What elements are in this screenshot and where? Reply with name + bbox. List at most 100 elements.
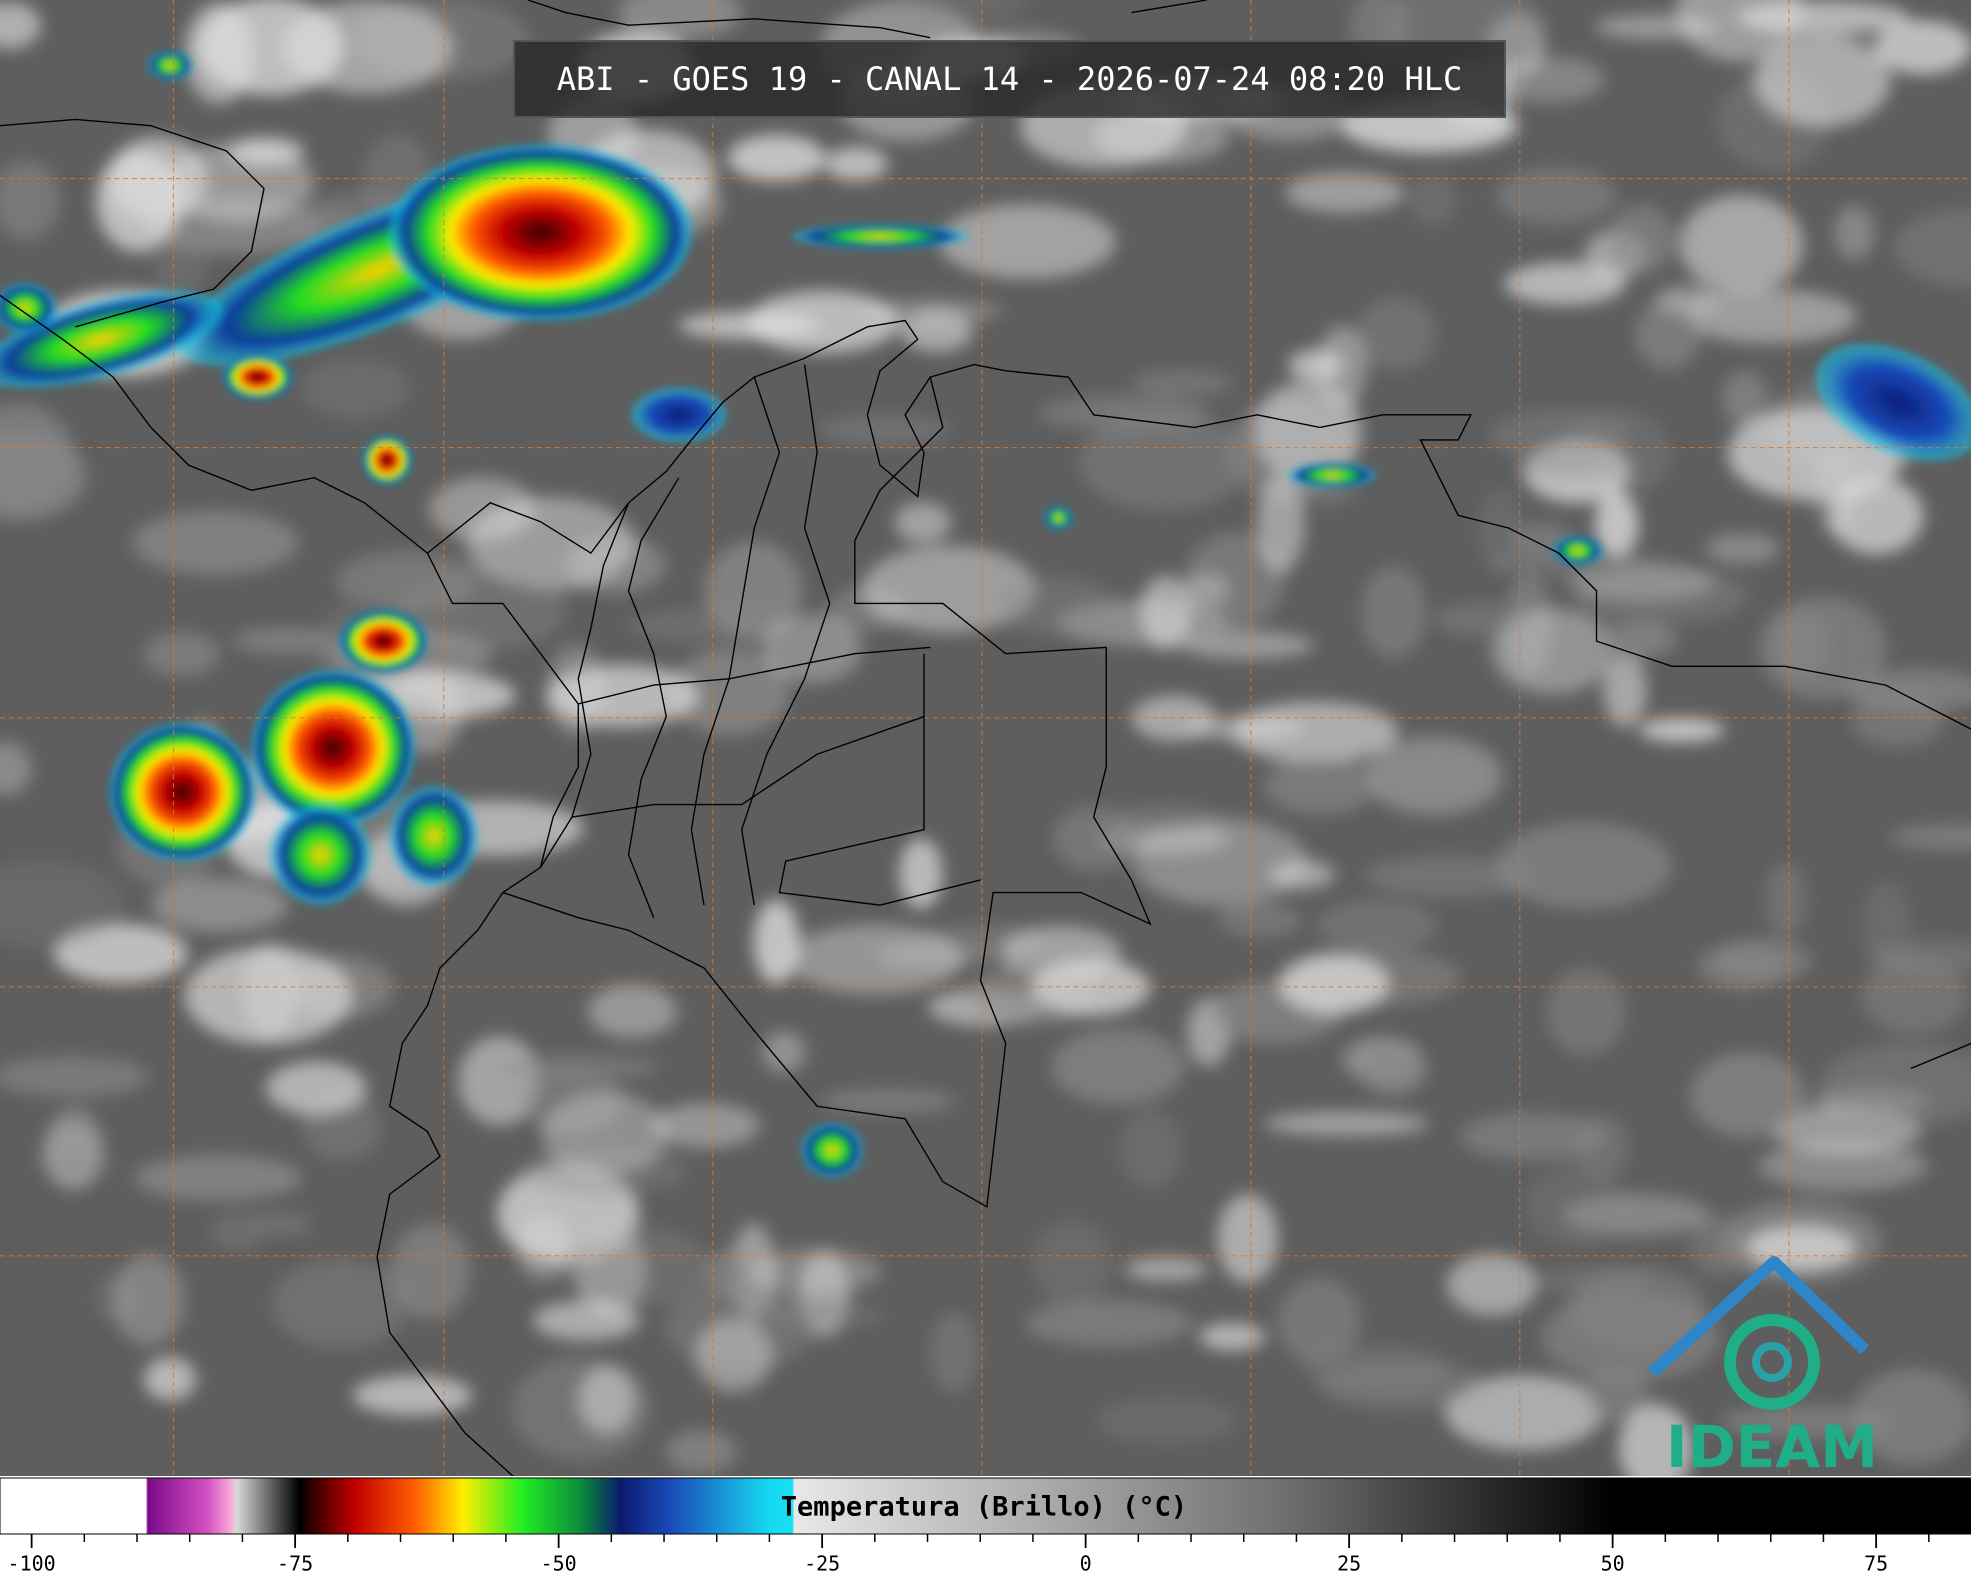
tick-label: 50: [1601, 1552, 1625, 1576]
cloud: [820, 1088, 957, 1115]
logo-text: IDEAM: [1666, 1413, 1878, 1481]
tick-label: 25: [1337, 1552, 1361, 1576]
storm-cell: [0, 282, 57, 334]
storm-cell: [631, 387, 727, 443]
cloud: [0, 403, 74, 507]
tick-label: -50: [541, 1552, 577, 1576]
cloud: [1316, 899, 1438, 952]
cloud: [1753, 34, 1891, 127]
cloud: [617, 0, 743, 40]
coastline: [376, 552, 579, 1479]
cloud: [108, 136, 208, 222]
graticule: [0, 0, 1971, 1476]
cloud: [541, 1091, 669, 1177]
cloud: [1139, 575, 1193, 650]
coastline: [527, 0, 931, 39]
cloud: [300, 357, 411, 420]
coastline: [426, 319, 1971, 730]
cloud: [1765, 862, 1808, 938]
cloud: [1719, 1404, 1895, 1439]
cloud: [1032, 1219, 1113, 1307]
cloud: [900, 309, 974, 352]
cloud: [762, 1030, 806, 1073]
cloud: [1278, 953, 1390, 1015]
cloud: [817, 413, 952, 447]
cloud: [546, 644, 606, 737]
cloud: [1746, 1225, 1855, 1270]
cloud: [1675, 0, 1804, 62]
borders: [0, 0, 1971, 1479]
cloud: [1722, 370, 1769, 427]
cloud: [1489, 408, 1631, 463]
colorbar-ticks: -100 -75 -50 -25 0 25 50 75: [8, 1534, 1930, 1576]
cloud: [898, 838, 943, 909]
cloud: [1689, 1051, 1806, 1138]
cloud: [1546, 968, 1626, 1056]
cloud: [587, 984, 678, 1039]
cloud: [1256, 473, 1305, 574]
tick-label: 75: [1864, 1552, 1888, 1576]
cloud: [1078, 412, 1250, 512]
cloud: [1514, 455, 1643, 480]
cloud: [1524, 1164, 1629, 1248]
colorbar-label: Temperatura (Brillo) (°C): [781, 1492, 1187, 1523]
cloud: [210, 1212, 263, 1252]
cloud: [626, 608, 785, 643]
cloud: [1888, 824, 1971, 851]
cloud: [727, 134, 826, 182]
cloud: [886, 0, 1029, 24]
storm-cell: [251, 670, 415, 826]
storm-cell: [222, 354, 293, 400]
coastline: [0, 118, 265, 328]
logo-swirl: [1724, 1314, 1820, 1410]
department-border: [740, 364, 831, 906]
storm-cell: [362, 434, 413, 486]
cloud: [1851, 1368, 1971, 1465]
image-title: ABI - GOES 19 - CANAL 14 - 2026-07-24 08…: [513, 40, 1506, 118]
storm-cell: [389, 785, 478, 887]
storm-cell: [1043, 505, 1074, 531]
cloud: [0, 860, 126, 949]
cloud: [938, 203, 1116, 279]
cloud: [1893, 208, 1971, 288]
cloud: [753, 899, 800, 985]
storm-cell: [1552, 535, 1603, 566]
country-border: [778, 653, 981, 906]
cloud: [1277, 1278, 1361, 1365]
cloud: [930, 1312, 978, 1393]
cloud: [1833, 205, 1875, 260]
storm-cell: [791, 223, 968, 249]
cloud: [1682, 289, 1857, 344]
cloud: [1118, 1109, 1183, 1189]
department-border: [571, 715, 925, 818]
cloud: [1356, 296, 1436, 371]
cloud: [132, 510, 299, 576]
cloud: [249, 1211, 314, 1237]
cloud: [1410, 173, 1457, 226]
ideam-logo: IDEAM: [1647, 1256, 1878, 1481]
cloud: [1491, 608, 1615, 695]
cloud: [1199, 1322, 1266, 1351]
graticule-lines: [0, 0, 1971, 1476]
cloud: [1288, 349, 1344, 381]
cloud: [533, 1300, 640, 1341]
cloud: [1433, 602, 1526, 637]
cloud: [1588, 621, 1663, 664]
cloud: [1360, 565, 1427, 659]
cloud: [1218, 903, 1303, 938]
cloud: [134, 1154, 303, 1201]
cloud: [1874, 20, 1971, 75]
storm-cell: [1815, 343, 1971, 462]
cloud: [1495, 821, 1673, 910]
department-border: [578, 646, 931, 705]
cloud: [1850, 689, 1945, 748]
cloud: [1861, 880, 1912, 970]
cloud: [53, 1152, 114, 1179]
cloud: [787, 924, 963, 995]
tick-label: -25: [804, 1552, 840, 1576]
cloud: [1263, 757, 1377, 815]
cloud: [665, 1429, 738, 1474]
cloud: [1132, 817, 1308, 906]
cloud: [1094, 1396, 1238, 1444]
